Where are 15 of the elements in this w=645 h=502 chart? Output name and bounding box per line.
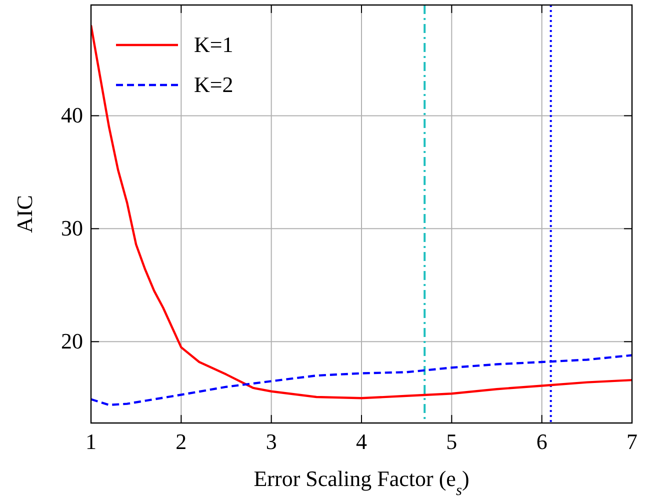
line-series (91, 24, 632, 400)
legend-label: K=2 (194, 72, 234, 97)
x-tick-label: 2 (176, 429, 187, 454)
x-axis-title: Error Scaling Factor (e$_{s}$) (254, 466, 470, 498)
legend-label: K=1 (194, 32, 234, 57)
x-tick-label: 6 (536, 429, 548, 454)
x-tick-label: 5 (446, 429, 458, 454)
y-tick-label: 20 (61, 328, 83, 354)
y-axis-title: AIC (12, 195, 37, 233)
y-tick-label: 40 (61, 102, 83, 128)
x-tick-label: 3 (266, 429, 277, 454)
x-tick-label: 7 (626, 429, 638, 454)
x-tick-label: 1 (86, 429, 96, 454)
x-tick-label: 4 (356, 429, 367, 454)
y-tick-label: 30 (61, 216, 83, 241)
